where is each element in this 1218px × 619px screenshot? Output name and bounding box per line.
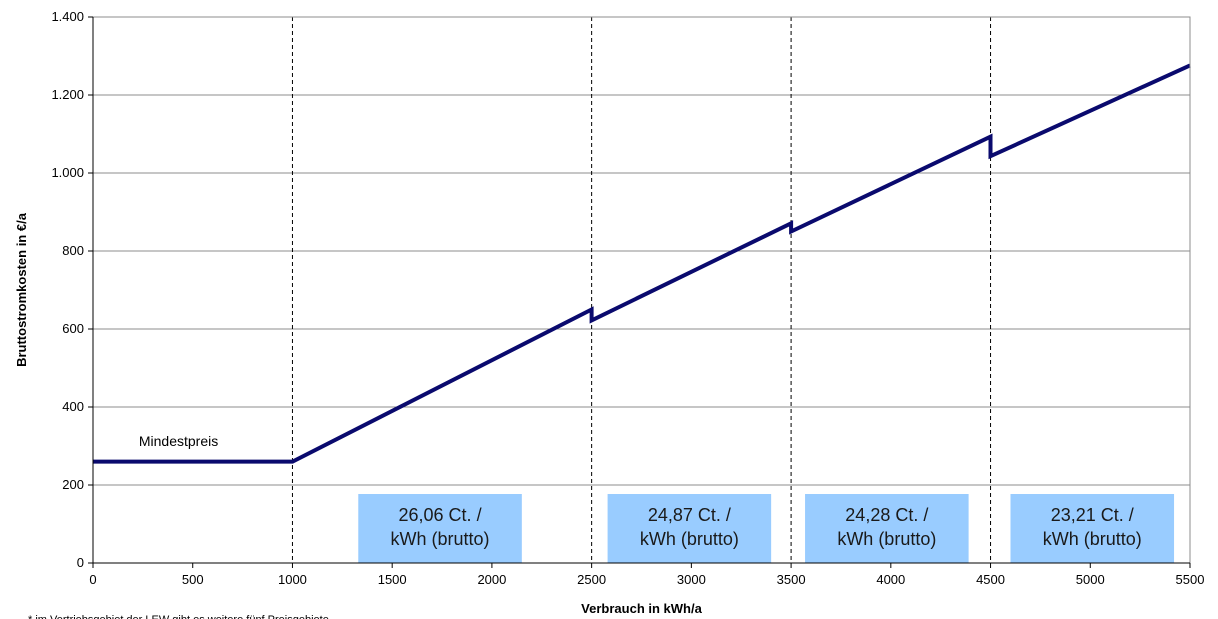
price-box [607,494,772,563]
y-tick-label: 1.400 [51,9,84,24]
y-tick-label: 400 [62,399,84,414]
x-tick-label: 2500 [577,572,606,587]
y-axis-title: Bruttostromkosten in €/a [14,212,29,367]
price-boxes: 26,06 Ct. / kWh (brutto) 24,87 Ct. / kWh (b… [358,494,1175,563]
x-tick-label: 500 [182,572,204,587]
price-box-label: kWh (brutto) [391,529,490,549]
labels: 0 200 400 600 800 1.000 1.200 1.400 0 500 1000 1500… [14,9,1204,619]
price-box [1010,494,1175,563]
x-tick-label: 4500 [976,572,1005,587]
plot-area-border [92,16,1191,564]
price-box [358,494,522,563]
gridlines [93,16,1190,486]
x-tick-label: 2000 [477,572,506,587]
price-box-label: 24,28 Ct. / [845,505,928,525]
x-tick-label: 1000 [278,572,307,587]
x-tick-label: 3500 [777,572,806,587]
y-tick-label: 1.200 [51,87,84,102]
x-tick-label: 5500 [1176,572,1205,587]
x-tick-label: 1500 [378,572,407,587]
price-box [805,494,969,563]
x-tick-label: 0 [89,572,96,587]
y-tick-label: 600 [62,321,84,336]
y-tick-label: 200 [62,477,84,492]
annotation-mindestpreis: Mindestpreis [139,433,218,449]
series-line [93,63,1191,464]
y-tick-label: 0 [77,555,84,570]
price-box-label: 23,21 Ct. / [1051,505,1134,525]
x-tick-label: 4000 [876,572,905,587]
price-box-label: kWh (brutto) [1043,529,1142,549]
x-tick-label: 3000 [677,572,706,587]
footnote: * im Vertriebsgebiet der LEW gibt es wei… [28,614,329,619]
vertical-reference-lines [291,17,992,563]
x-tick-label: 5000 [1076,572,1105,587]
price-box-label: 26,06 Ct. / [399,505,482,525]
series-layer [93,63,1191,464]
axes [88,16,1191,568]
x-axis-title: Verbrauch in kWh/a [581,601,702,616]
y-tick-label: 1.000 [51,165,84,180]
price-box-label: kWh (brutto) [640,529,739,549]
price-box-label: kWh (brutto) [837,529,936,549]
y-tick-label: 800 [62,243,84,258]
price-box-label: 24,87 Ct. / [648,505,731,525]
